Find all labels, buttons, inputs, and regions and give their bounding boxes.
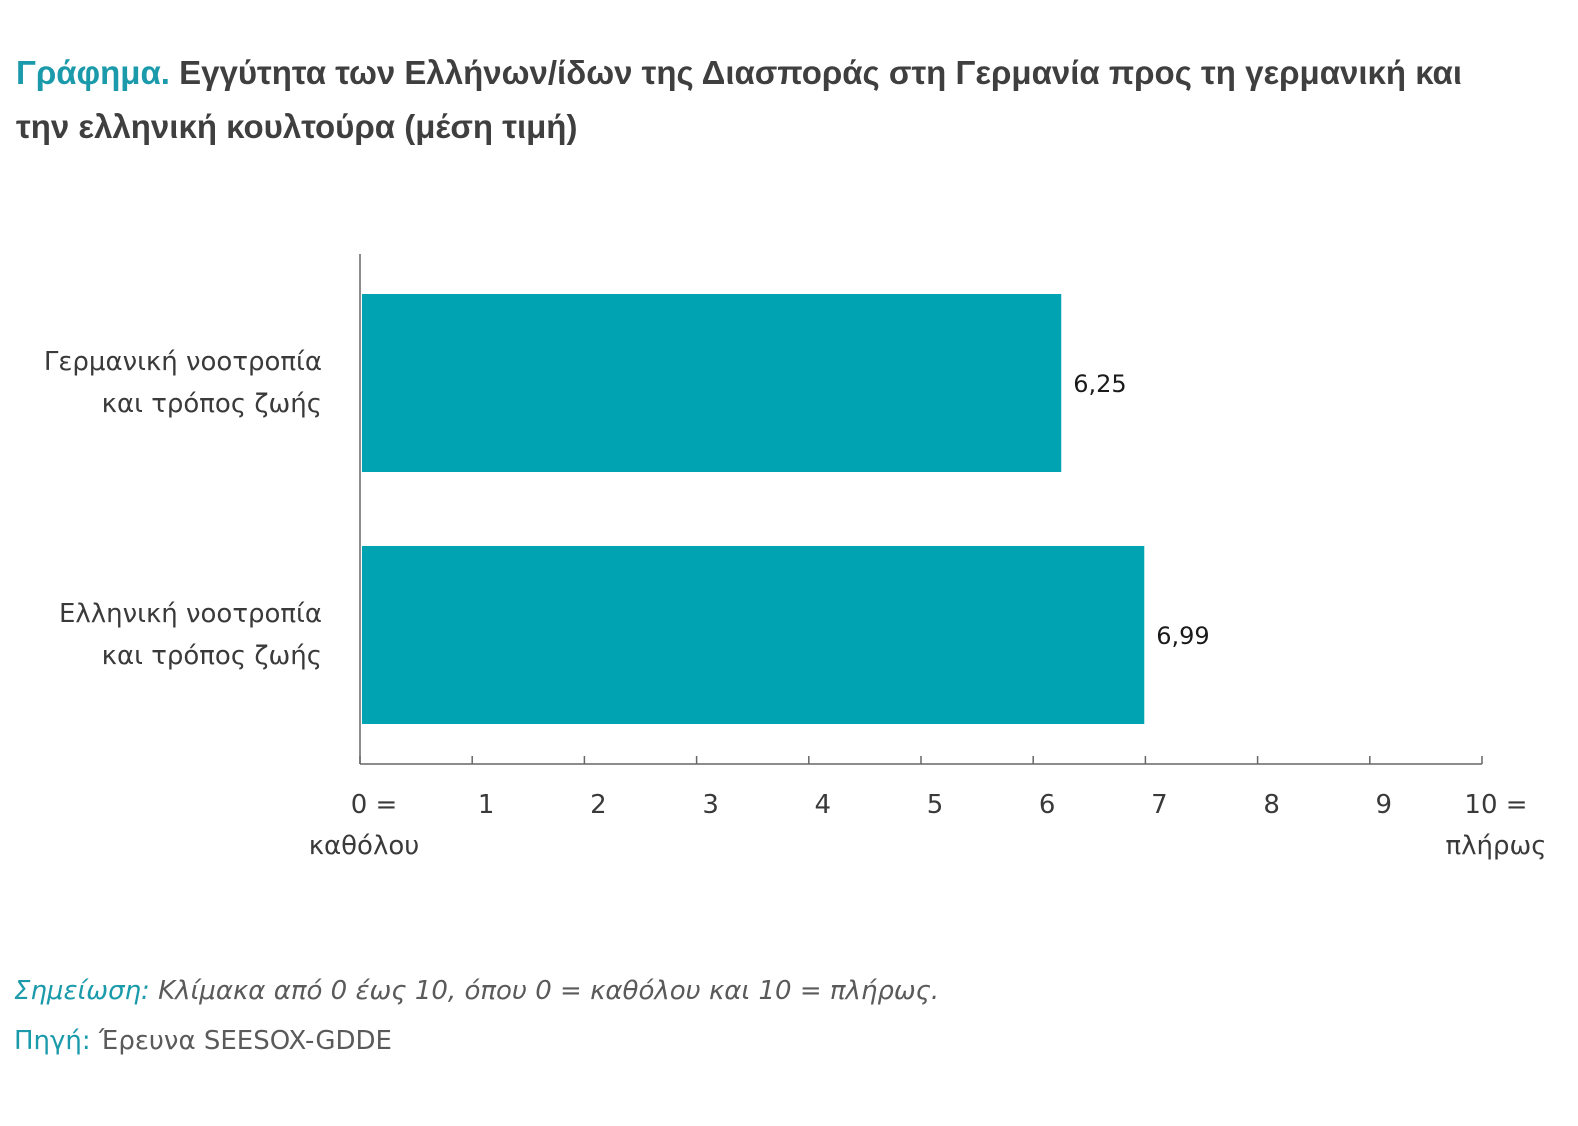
- x-tick-label-7: 7: [1151, 790, 1168, 820]
- x-tick-label-8: 8: [1263, 790, 1280, 820]
- category-label-0: Γερμανική νοοτροπία και τρόπος ζωής: [44, 347, 322, 419]
- x-tick-label-9: 9: [1376, 790, 1393, 820]
- x-tick-label-6: 6: [1039, 790, 1056, 820]
- source-text: Έρευνα SEESOX-GDDE: [98, 1026, 392, 1056]
- x-tick-label-4: 4: [815, 790, 832, 820]
- bar-chart: 6,25 Γερμανική νοοτροπία και τρόπος ζωής 6,…: [44, 254, 1547, 861]
- bar-0: [362, 294, 1062, 472]
- x-tick-label-10: 10 = πλήρως: [1445, 790, 1546, 861]
- x-tick-label-2: 2: [590, 790, 607, 820]
- note-label: Σημείωση:: [14, 976, 150, 1006]
- x-tick-label-1: 1: [478, 790, 495, 820]
- note-text: Κλίμακα από 0 έως 10, όπου 0 = καθόλου κ…: [158, 976, 940, 1006]
- note: Σημείωση: Κλίμακα από 0 έως 10, όπου 0 =…: [14, 976, 939, 1006]
- x-tick-label-3: 3: [702, 790, 719, 820]
- source: Πηγή: Έρευνα SEESOX-GDDE: [14, 1026, 392, 1056]
- x-tick-label-5: 5: [927, 790, 944, 820]
- category-label-1: Ελληνική νοοτροπία και τρόπος ζωής: [59, 599, 322, 671]
- source-label: Πηγή:: [14, 1026, 91, 1056]
- bars-layer: 6,25 Γερμανική νοοτροπία και τρόπος ζωής 6,…: [44, 294, 1210, 724]
- data-label-1: 6,99: [1156, 622, 1209, 650]
- chart-title-text: Εγγύτητα των Ελλήνων/ίδων της Διασποράς …: [16, 54, 1463, 145]
- x-tick-label-0: 0 = καθόλου: [309, 790, 420, 861]
- bar-1: [362, 546, 1145, 724]
- chart-title-lead: Γράφημα.: [16, 54, 170, 91]
- data-label-0: 6,25: [1073, 370, 1126, 398]
- axis-layer: 0 = καθόλου 1 2 3 4 5 6 7 8 9 10 = πλήρως: [309, 254, 1547, 861]
- chart-title: Γράφημα. Εγγύτητα των Ελλήνων/ίδων της Δ…: [16, 46, 1496, 154]
